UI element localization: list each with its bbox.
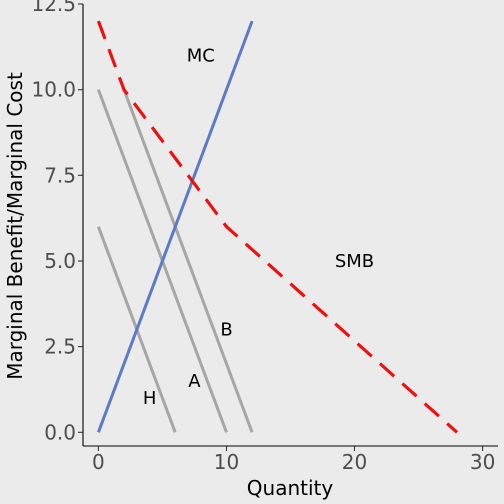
annotation-label-mc: MC (187, 45, 215, 66)
annotation-label-h: H (143, 388, 157, 409)
x-tick-label: 10 (214, 450, 239, 474)
y-tick-label: 12.5 (31, 0, 76, 16)
series-line-b (122, 89, 254, 433)
annotation-layer: MC SMB B A H (143, 45, 374, 409)
x-tick-label: 0 (92, 450, 105, 474)
ticks-layer: 0.0 2.5 5.0 7.5 10.0 12.5 0 10 20 30 (31, 0, 495, 474)
x-axis-title: Quantity (247, 476, 334, 500)
y-tick-label: 7.5 (44, 163, 76, 187)
y-axis-title: Marginal Benefit/Marginal Cost (3, 72, 27, 380)
series-line-mc (96, 20, 254, 433)
y-tick-label: 2.5 (44, 335, 76, 359)
series-layer (96, 20, 459, 434)
annotation-label-a: A (188, 371, 201, 392)
y-tick-label: 10.0 (31, 78, 76, 102)
series-line-smb (96, 20, 459, 434)
x-tick-label: 30 (470, 450, 495, 474)
y-tick-label: 5.0 (44, 249, 76, 273)
x-tick-label: 20 (342, 450, 367, 474)
y-tick-label: 0.0 (44, 420, 76, 444)
annotation-label-smb: SMB (335, 251, 374, 272)
annotation-label-b: B (220, 320, 232, 341)
